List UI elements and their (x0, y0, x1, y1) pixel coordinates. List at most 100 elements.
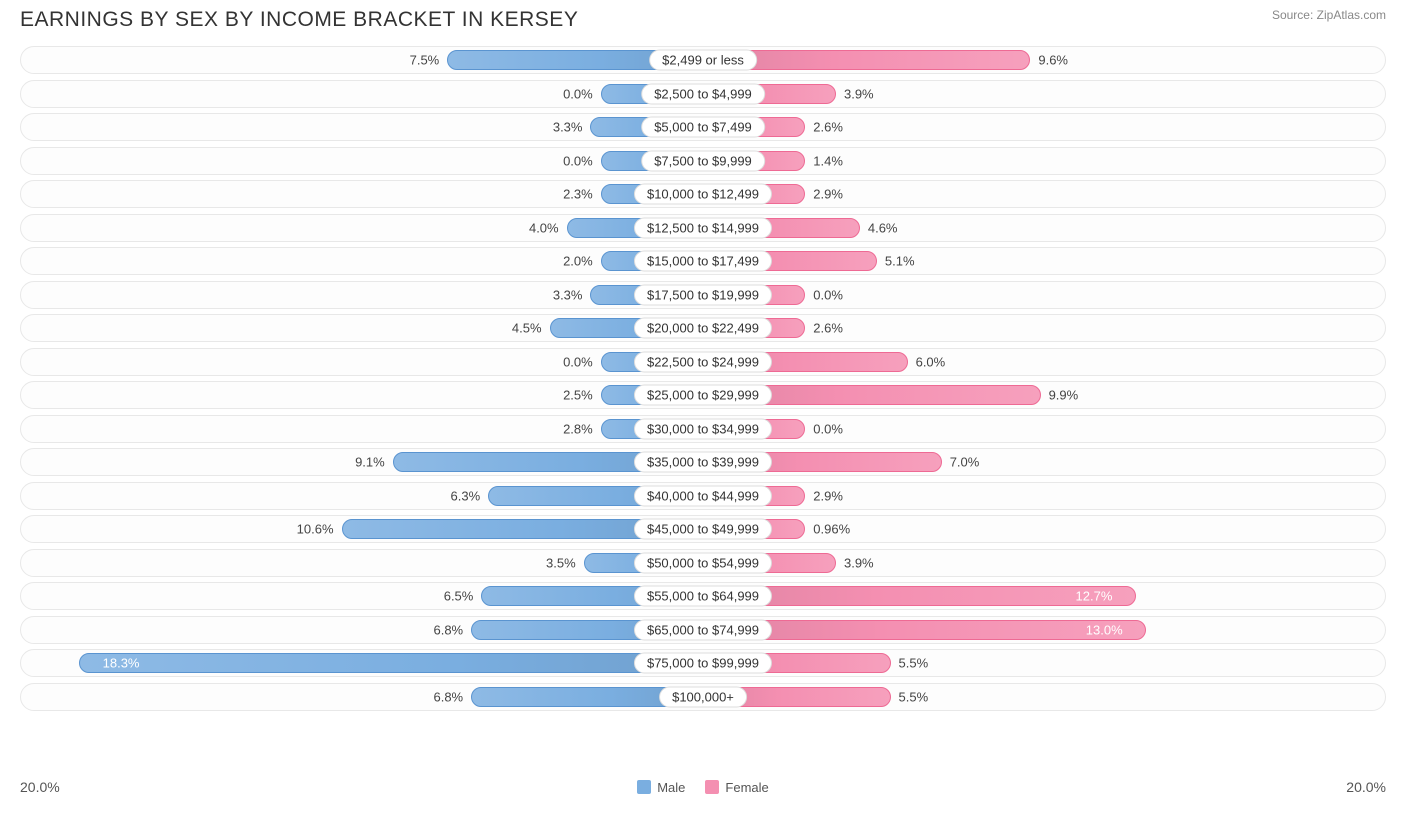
category-label: $15,000 to $17,499 (634, 251, 772, 272)
male-value: 6.8% (433, 689, 471, 704)
category-label: $55,000 to $64,999 (634, 586, 772, 607)
female-value: 12.7% (1076, 589, 1123, 604)
chart-row: 0.0%6.0%$22,500 to $24,999 (20, 348, 1386, 376)
female-half: 12.7% (703, 583, 1385, 609)
male-half: 2.5% (21, 382, 703, 408)
male-value: 0.0% (563, 86, 601, 101)
category-label: $2,499 or less (649, 50, 757, 71)
female-half: 1.4% (703, 148, 1385, 174)
category-label: $17,500 to $19,999 (634, 284, 772, 305)
female-half: 3.9% (703, 550, 1385, 576)
legend-female-label: Female (725, 780, 768, 795)
female-half: 6.0% (703, 349, 1385, 375)
chart-row: 2.0% 5.1%$15,000 to $17,499 (20, 247, 1386, 275)
chart-title: EARNINGS BY SEX BY INCOME BRACKET IN KER… (20, 8, 578, 32)
female-value: 13.0% (1086, 622, 1133, 637)
female-value: 3.9% (836, 86, 874, 101)
chart-row: 6.8%5.5%$100,000+ (20, 683, 1386, 711)
male-half: 6.5% (21, 583, 703, 609)
female-value: 5.5% (891, 689, 929, 704)
chart-header: EARNINGS BY SEX BY INCOME BRACKET IN KER… (0, 0, 1406, 36)
axis-max-right: 20.0% (1346, 779, 1386, 795)
female-half: 0.0% (703, 282, 1385, 308)
legend-female: Female (705, 780, 768, 795)
male-value: 4.5% (512, 321, 550, 336)
female-half: 5.1% (703, 248, 1385, 274)
chart-row: 0.0%3.9%$2,500 to $4,999 (20, 80, 1386, 108)
category-label: $25,000 to $29,999 (634, 385, 772, 406)
chart-row: 4.5% 2.6% $20,000 to $22,499 (20, 314, 1386, 342)
category-label: $50,000 to $54,999 (634, 552, 772, 573)
female-value: 0.96% (805, 522, 850, 537)
chart-row: 2.5% 9.9% $25,000 to $29,999 (20, 381, 1386, 409)
chart-area: 7.5%9.6%$2,499 or less0.0%3.9%$2,500 to … (0, 36, 1406, 711)
female-value: 9.6% (1030, 53, 1068, 68)
category-label: $5,000 to $7,499 (641, 117, 765, 138)
female-half: 5.5% (703, 650, 1385, 676)
male-half: 0.0% (21, 349, 703, 375)
male-value: 9.1% (355, 455, 393, 470)
category-label: $20,000 to $22,499 (634, 318, 772, 339)
female-half: 9.6% (703, 47, 1385, 73)
male-half: 3.5% (21, 550, 703, 576)
male-half: 2.0% (21, 248, 703, 274)
male-half: 0.0% (21, 81, 703, 107)
male-value: 0.0% (563, 153, 601, 168)
legend-male: Male (637, 780, 685, 795)
male-bar (79, 653, 703, 673)
female-value: 2.6% (805, 321, 843, 336)
male-value: 18.3% (93, 656, 140, 671)
category-label: $7,500 to $9,999 (641, 150, 765, 171)
male-half: 9.1% (21, 449, 703, 475)
female-half: 2.6% (703, 315, 1385, 341)
chart-row: 10.6% 0.96% $45,000 to $49,999 (20, 515, 1386, 543)
chart-row: 3.3%2.6%$5,000 to $7,499 (20, 113, 1386, 141)
female-half: 9.9% (703, 382, 1385, 408)
female-half: 3.9% (703, 81, 1385, 107)
male-half: 7.5% (21, 47, 703, 73)
male-value: 2.5% (563, 388, 601, 403)
legend-male-label: Male (657, 780, 685, 795)
chart-row: 9.1%7.0%$35,000 to $39,999 (20, 448, 1386, 476)
male-value: 3.3% (553, 287, 591, 302)
chart-row: 0.0% 1.4%$7,500 to $9,999 (20, 147, 1386, 175)
legend: Male Female (637, 780, 769, 795)
chart-footer: 20.0% Male Female 20.0% (20, 779, 1386, 795)
male-value: 4.0% (529, 220, 567, 235)
male-value: 6.8% (433, 622, 471, 637)
male-value: 6.5% (444, 589, 482, 604)
chart-row: 6.3%2.9%$40,000 to $44,999 (20, 482, 1386, 510)
category-label: $45,000 to $49,999 (634, 519, 772, 540)
male-value: 0.0% (563, 354, 601, 369)
female-half: 0.0% (703, 416, 1385, 442)
chart-row: 4.0%4.6%$12,500 to $14,999 (20, 214, 1386, 242)
female-half: 2.9% (703, 181, 1385, 207)
male-half: 10.6% (21, 516, 703, 542)
chart-row: 3.3% 0.0%$17,500 to $19,999 (20, 281, 1386, 309)
female-half: 0.96% (703, 516, 1385, 542)
male-half: 6.8% (21, 617, 703, 643)
category-label: $10,000 to $12,499 (634, 184, 772, 205)
female-value: 7.0% (942, 455, 980, 470)
female-half: 13.0% (703, 617, 1385, 643)
chart-row: 3.5% 3.9%$50,000 to $54,999 (20, 549, 1386, 577)
male-value: 3.5% (546, 555, 584, 570)
category-label: $75,000 to $99,999 (634, 653, 772, 674)
chart-row: 6.8%13.0%$65,000 to $74,999 (20, 616, 1386, 644)
male-half: 3.3% (21, 282, 703, 308)
male-value: 2.3% (563, 187, 601, 202)
male-value: 2.0% (563, 254, 601, 269)
female-half: 2.6% (703, 114, 1385, 140)
female-value: 5.5% (891, 656, 929, 671)
chart-row: 7.5% 9.6% $2,499 or less (20, 46, 1386, 74)
male-half: 4.0% (21, 215, 703, 241)
female-half: 2.9% (703, 483, 1385, 509)
male-value: 7.5% (410, 53, 448, 68)
female-value: 9.9% (1041, 388, 1079, 403)
male-half: 18.3% (21, 650, 703, 676)
male-half: 2.3% (21, 181, 703, 207)
male-value: 2.8% (563, 421, 601, 436)
female-half: 5.5% (703, 684, 1385, 710)
swatch-female (705, 780, 719, 794)
female-value: 2.9% (805, 187, 843, 202)
